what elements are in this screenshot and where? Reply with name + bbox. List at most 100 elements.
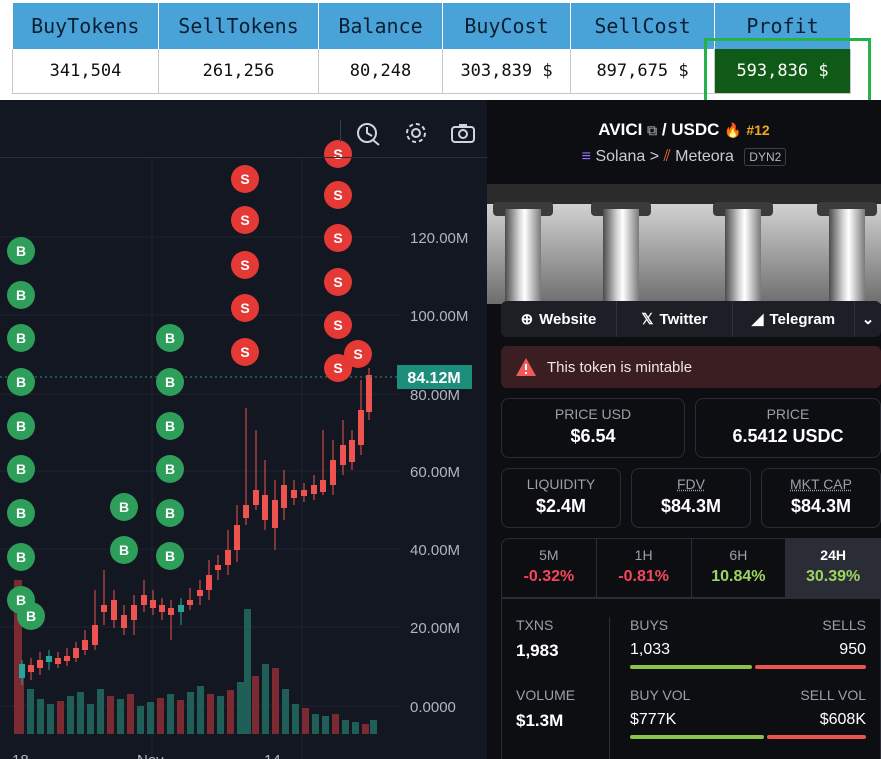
buy-marker-label: B bbox=[26, 608, 36, 624]
candle-body bbox=[73, 648, 79, 658]
copy-icon[interactable]: ⧉ bbox=[647, 122, 658, 138]
buy-marker bbox=[17, 602, 45, 630]
buy-marker-label: B bbox=[119, 499, 129, 515]
buy-marker bbox=[156, 499, 184, 527]
chain-name[interactable]: Solana bbox=[595, 148, 646, 165]
candle-body bbox=[206, 575, 212, 590]
candle-body bbox=[272, 500, 278, 528]
candle-body bbox=[358, 410, 364, 445]
tab-5m[interactable]: 5M -0.32% bbox=[502, 539, 597, 597]
website-link[interactable]: ⊕ Website bbox=[501, 301, 617, 337]
buy-marker-label: B bbox=[165, 548, 175, 564]
buy-marker bbox=[7, 455, 35, 483]
y-axis-tick-label: 60.00M bbox=[410, 464, 460, 481]
volume-bar bbox=[197, 686, 204, 734]
sell-marker-label: S bbox=[353, 346, 362, 362]
volume-bar bbox=[227, 690, 234, 734]
volume-bar bbox=[137, 706, 144, 734]
transactions-box: TXNS 1,983 BUYS 1,033 SELLS 950 VOLUME $… bbox=[501, 598, 881, 759]
candle-body bbox=[19, 664, 25, 678]
dex-name[interactable]: Meteora bbox=[675, 148, 734, 165]
volume-bar bbox=[292, 704, 299, 734]
volume-bar bbox=[47, 704, 54, 734]
sell-marker-label: S bbox=[333, 274, 342, 290]
x-axis-tick-label: 18 bbox=[12, 752, 29, 759]
buy-marker-label: B bbox=[16, 505, 26, 521]
twitter-link[interactable]: 𝕏 Twitter bbox=[617, 301, 733, 337]
price-value: 6.5412 USDC bbox=[732, 426, 844, 446]
header-sell-cost: SellCost bbox=[570, 3, 715, 49]
settings-gear-icon[interactable] bbox=[403, 120, 429, 146]
replay-icon[interactable] bbox=[355, 120, 381, 146]
candle-body bbox=[262, 495, 268, 520]
sell-vol-ratio-bar bbox=[767, 735, 866, 739]
buy-marker bbox=[156, 324, 184, 352]
buy-marker-label: B bbox=[16, 330, 26, 346]
tab-1h[interactable]: 1H -0.81% bbox=[597, 539, 692, 597]
candle-body bbox=[330, 460, 336, 485]
volume-bar bbox=[362, 724, 369, 734]
y-axis-tick-label: 40.00M bbox=[410, 542, 460, 559]
sell-marker-label: S bbox=[333, 230, 342, 246]
candle-body bbox=[253, 490, 259, 505]
candle-body bbox=[55, 658, 61, 664]
telegram-link[interactable]: ◢ Telegram bbox=[733, 301, 855, 337]
price-chart-panel[interactable]: 120.00M 100.00M 80.00M 60.00M 40.00M 20.00M 0.… bbox=[0, 100, 487, 759]
y-axis-tick-label: 80.00M bbox=[410, 387, 460, 404]
buy-marker bbox=[7, 368, 35, 396]
volume-bar bbox=[342, 720, 349, 734]
buy-marker-label: B bbox=[16, 592, 26, 608]
column bbox=[603, 209, 639, 304]
sell-marker-label: S bbox=[240, 212, 249, 228]
buy-marker bbox=[156, 368, 184, 396]
sell-marker bbox=[324, 311, 352, 339]
price-tag-bg bbox=[397, 365, 472, 389]
volume-bar bbox=[77, 692, 84, 734]
sell-marker-label: S bbox=[333, 187, 342, 203]
fdv-card: FDV $84.3M bbox=[631, 468, 751, 528]
tab-6h-label: 6H bbox=[729, 547, 748, 563]
candle-body bbox=[301, 490, 307, 496]
base-token: AVICI bbox=[598, 120, 643, 139]
warning-text: This token is mintable bbox=[547, 358, 693, 376]
tab-24h[interactable]: 24H 30.39% bbox=[786, 539, 880, 597]
column bbox=[829, 209, 865, 304]
banner-frieze bbox=[487, 184, 881, 204]
volume-bar bbox=[147, 702, 154, 734]
profit-summary-table: BuyTokens SellTokens Balance BuyCost Sel… bbox=[12, 3, 851, 94]
candlestick-chart[interactable]: 120.00M 100.00M 80.00M 60.00M 40.00M 20.00M 0.… bbox=[0, 100, 487, 759]
candle-body bbox=[187, 600, 193, 605]
x-logo-icon: 𝕏 bbox=[641, 311, 654, 328]
camera-icon[interactable] bbox=[450, 120, 476, 146]
solana-icon: ≡ bbox=[581, 148, 592, 165]
tab-24h-label: 24H bbox=[820, 547, 846, 563]
buy-marker-label: B bbox=[16, 461, 26, 477]
candle-body bbox=[366, 375, 372, 412]
tab-1h-change: -0.81% bbox=[618, 568, 669, 585]
sells-label: SELLS bbox=[822, 617, 866, 633]
x-axis-tick-label: Nov bbox=[137, 752, 164, 759]
tab-6h[interactable]: 6H 10.84% bbox=[692, 539, 787, 597]
token-banner-image bbox=[487, 184, 881, 304]
tab-24h-change: 30.39% bbox=[805, 568, 861, 585]
tab-5m-change: -0.32% bbox=[523, 568, 575, 585]
price-usd-value: $6.54 bbox=[570, 426, 616, 446]
globe-icon: ⊕ bbox=[520, 311, 534, 328]
buy-marker bbox=[7, 281, 35, 309]
y-axis-tick-label: 120.00M bbox=[410, 230, 468, 247]
volume-bar bbox=[187, 692, 194, 734]
website-label: Website bbox=[539, 310, 597, 328]
candle-body bbox=[197, 590, 203, 596]
more-links-button[interactable]: ⌄ bbox=[855, 301, 881, 337]
telegram-icon: ◢ bbox=[751, 311, 764, 328]
sells-value: 950 bbox=[839, 641, 866, 658]
token-pair-title: AVICI ⧉ / USDC 🔥 #12 bbox=[487, 120, 881, 140]
sells-ratio-bar bbox=[755, 665, 866, 669]
volume-bar bbox=[117, 699, 124, 734]
value-buy-tokens: 341,504 bbox=[12, 49, 159, 94]
header-buy-cost: BuyCost bbox=[442, 3, 571, 49]
chevron-down-icon: ⌄ bbox=[861, 311, 875, 328]
column bbox=[725, 209, 761, 304]
volume-bar bbox=[157, 698, 164, 734]
volume-bar bbox=[332, 714, 339, 734]
